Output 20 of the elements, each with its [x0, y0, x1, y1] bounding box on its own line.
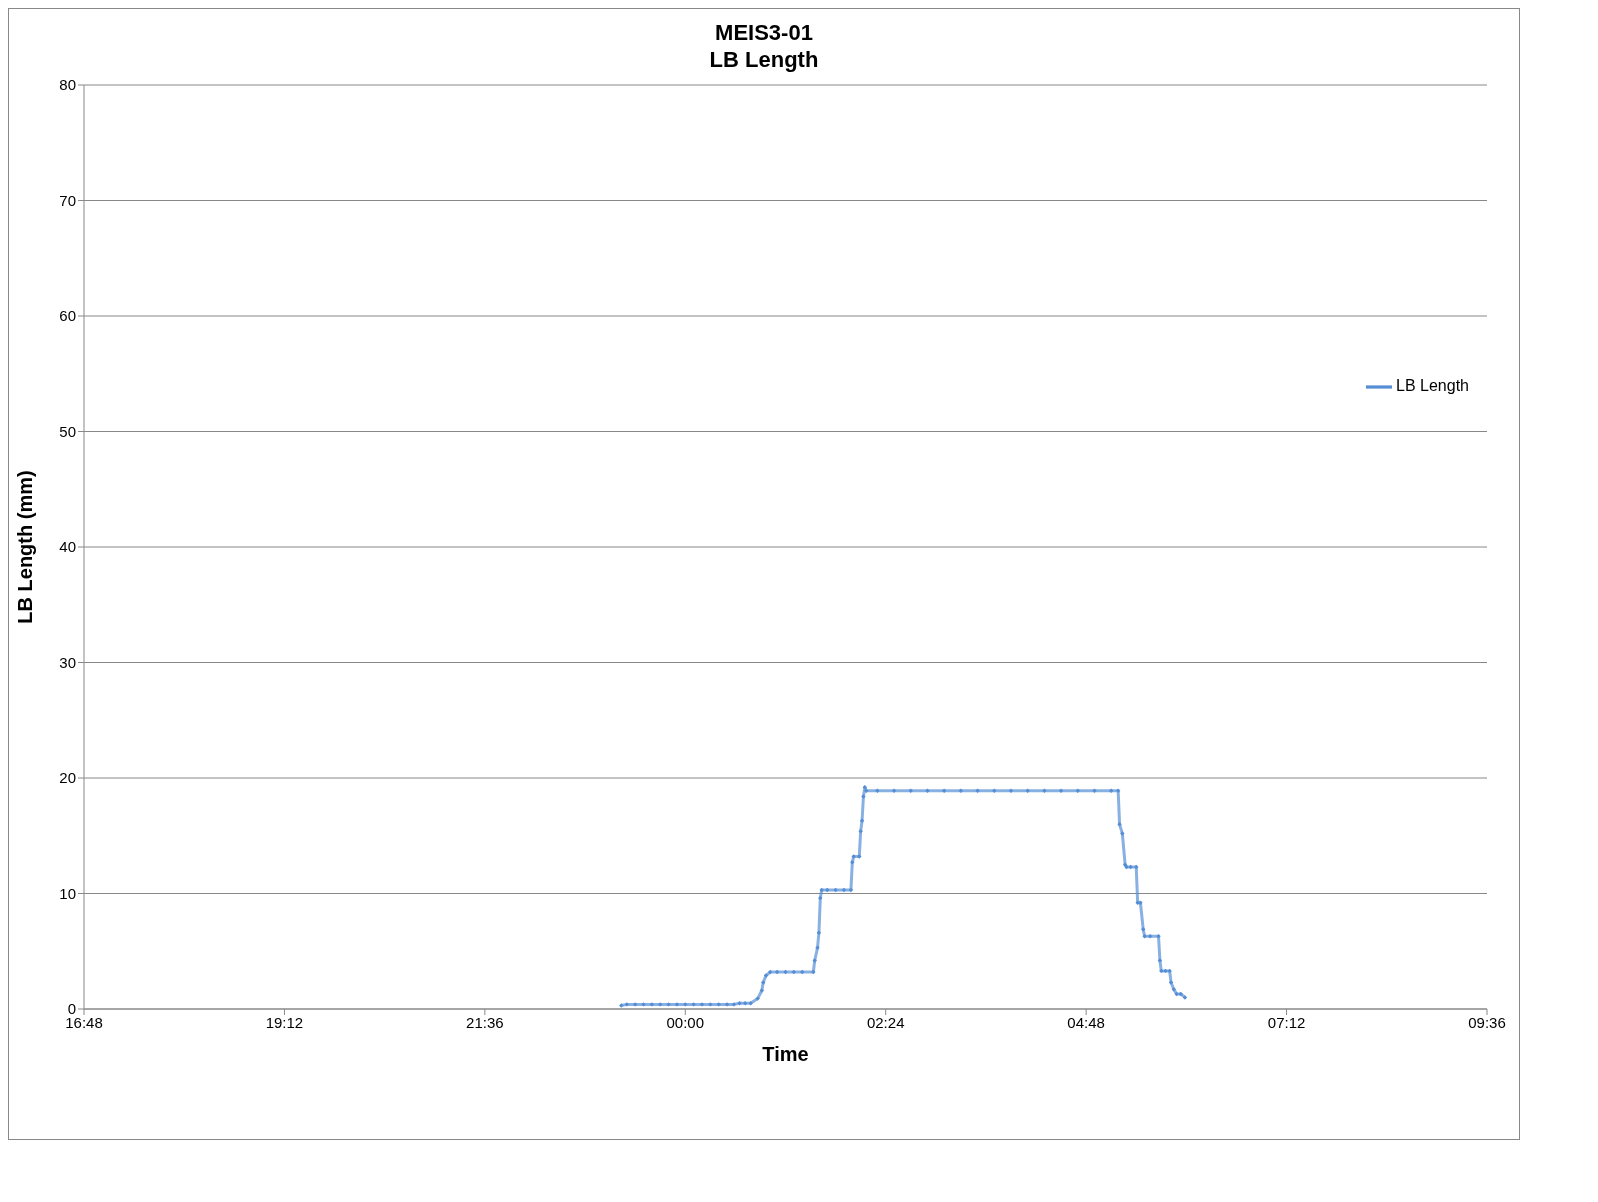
- chart-title: MEIS3-01: [714, 19, 814, 46]
- x-axis-title: Time: [762, 1043, 809, 1065]
- x-tick-label: 21:36: [466, 1013, 504, 1031]
- y-tick-label: 70: [59, 191, 76, 209]
- y-tick-label: 80: [59, 76, 76, 94]
- chart-subtitle: LB Length: [708, 46, 820, 73]
- y-axis-title: LB Length (mm): [14, 470, 37, 624]
- y-tick-label: 60: [59, 307, 76, 325]
- y-tick-label: 50: [59, 422, 76, 440]
- y-tick-label: 30: [59, 653, 76, 671]
- legend-label: LB Length: [1396, 377, 1469, 395]
- y-tick-label: 20: [59, 769, 76, 787]
- y-tick-label: 40: [59, 538, 76, 556]
- y-tick-label: 10: [59, 884, 76, 902]
- x-tick-label: 00:00: [666, 1013, 705, 1031]
- x-tick-label: 02:24: [866, 1013, 905, 1031]
- x-tick-label: 07:12: [1267, 1013, 1306, 1031]
- x-tick-label: 04:48: [1067, 1013, 1105, 1031]
- x-tick-label: 09:36: [1468, 1013, 1506, 1031]
- x-tick-label: 19:12: [265, 1013, 304, 1031]
